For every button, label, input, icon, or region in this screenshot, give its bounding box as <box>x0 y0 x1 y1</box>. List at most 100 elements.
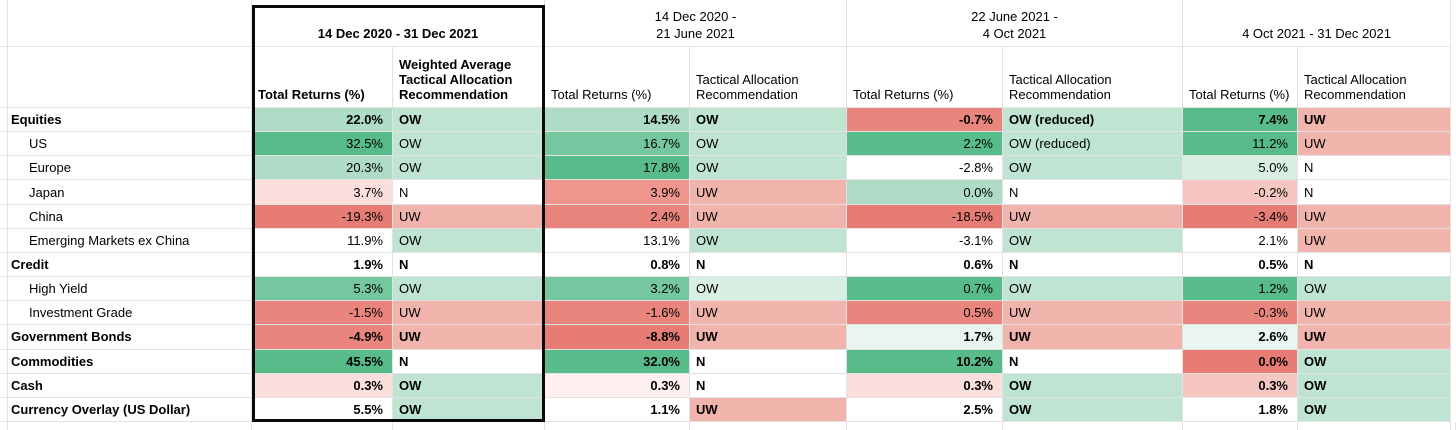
recommendation-column-header[interactable]: Tactical Allocation Recommendation <box>1003 47 1183 108</box>
cell-return[interactable]: 0.3% <box>545 373 690 398</box>
cell-return[interactable]: 16.7% <box>545 132 690 157</box>
cell-return[interactable]: 0.3% <box>847 373 1003 398</box>
period-header[interactable]: 22 June 2021 - 4 Oct 2021 <box>847 0 1183 47</box>
row-label[interactable]: Credit <box>8 252 252 278</box>
row-label[interactable]: Currency Overlay (US Dollar) <box>8 397 252 423</box>
cell-recommendation[interactable]: UW <box>393 325 545 350</box>
cell-recommendation[interactable]: OW (reduced) <box>1003 108 1183 133</box>
cell-return[interactable]: -0.3% <box>1183 301 1298 326</box>
row-label[interactable]: Government Bonds <box>8 325 252 350</box>
cell-recommendation[interactable]: UW <box>393 301 545 326</box>
cell-recommendation[interactable]: UW <box>690 301 847 326</box>
row-label[interactable]: Emerging Markets ex China <box>8 228 252 253</box>
cell-recommendation[interactable]: OW <box>1298 277 1451 302</box>
cell-recommendation[interactable]: UW <box>690 325 847 350</box>
returns-column-header[interactable]: Total Returns (%) <box>545 47 690 108</box>
corner-header-cell[interactable] <box>8 0 252 47</box>
returns-column-header[interactable]: Total Returns (%) <box>252 47 393 108</box>
period-header[interactable]: 14 Dec 2020 - 21 June 2021 <box>545 0 847 47</box>
cell-recommendation[interactable]: UW <box>690 397 847 423</box>
cell-recommendation[interactable]: N <box>1003 349 1183 374</box>
cell-recommendation[interactable]: N <box>393 180 545 205</box>
cell-return[interactable]: -0.2% <box>1183 180 1298 205</box>
cell-return[interactable]: 3.7% <box>252 180 393 205</box>
recommendation-column-header[interactable]: Weighted Average Tactical Allocation Rec… <box>393 47 545 108</box>
cell-return[interactable]: -3.4% <box>1183 204 1298 229</box>
cell-return[interactable]: 7.4% <box>1183 108 1298 133</box>
row-label[interactable]: Europe <box>8 156 252 181</box>
cell-recommendation[interactable]: OW <box>1003 156 1183 181</box>
period-header[interactable]: 4 Oct 2021 - 31 Dec 2021 <box>1183 0 1451 47</box>
cell-return[interactable]: -0.7% <box>847 108 1003 133</box>
cell-return[interactable]: 45.5% <box>252 349 393 374</box>
cell-return[interactable]: 14.5% <box>545 108 690 133</box>
row-label[interactable]: Investment Grade <box>8 301 252 326</box>
cell-recommendation[interactable]: UW <box>1298 325 1451 350</box>
cell-return[interactable]: 11.9% <box>252 228 393 253</box>
cell-recommendation[interactable]: OW <box>1003 397 1183 423</box>
cell-return[interactable]: 0.8% <box>545 252 690 278</box>
row-label[interactable]: Commodities <box>8 349 252 374</box>
cell-return[interactable]: 11.2% <box>1183 132 1298 157</box>
cell-recommendation[interactable]: N <box>1298 180 1451 205</box>
cell-return[interactable]: 20.3% <box>252 156 393 181</box>
cell-recommendation[interactable]: OW <box>393 373 545 398</box>
cell-recommendation[interactable]: OW <box>690 228 847 253</box>
cell-recommendation[interactable]: N <box>690 252 847 278</box>
returns-column-header[interactable]: Total Returns (%) <box>847 47 1003 108</box>
cell-recommendation[interactable]: N <box>1003 180 1183 205</box>
cell-recommendation[interactable]: N <box>1298 252 1451 278</box>
cell-return[interactable]: 32.0% <box>545 349 690 374</box>
cell-return[interactable]: 0.0% <box>1183 349 1298 374</box>
cell-recommendation[interactable]: N <box>690 373 847 398</box>
cell-recommendation[interactable]: OW <box>1003 373 1183 398</box>
cell-return[interactable]: 32.5% <box>252 132 393 157</box>
cell-recommendation[interactable]: OW <box>1003 228 1183 253</box>
cell-return[interactable]: 3.9% <box>545 180 690 205</box>
cell-return[interactable]: 22.0% <box>252 108 393 133</box>
cell-return[interactable]: -1.6% <box>545 301 690 326</box>
cell-return[interactable]: 0.7% <box>847 277 1003 302</box>
cell-recommendation[interactable]: UW <box>1298 132 1451 157</box>
cell-return[interactable]: 0.5% <box>1183 252 1298 278</box>
cell-recommendation[interactable]: UW <box>1298 301 1451 326</box>
cell-recommendation[interactable]: UW <box>1298 108 1451 133</box>
recommendation-column-header[interactable]: Tactical Allocation Recommendation <box>690 47 847 108</box>
cell-recommendation[interactable]: OW <box>1003 277 1183 302</box>
cell-return[interactable]: 2.6% <box>1183 325 1298 350</box>
cell-recommendation[interactable]: UW <box>1003 301 1183 326</box>
cell-return[interactable]: 5.3% <box>252 277 393 302</box>
cell-return[interactable]: 0.3% <box>252 373 393 398</box>
cell-return[interactable]: -4.9% <box>252 325 393 350</box>
cell-recommendation[interactable]: UW <box>1298 204 1451 229</box>
cell-recommendation[interactable]: OW <box>690 156 847 181</box>
cell-recommendation[interactable]: OW <box>690 132 847 157</box>
cell-recommendation[interactable]: UW <box>690 204 847 229</box>
cell-recommendation[interactable]: OW <box>690 277 847 302</box>
cell-return[interactable]: 1.1% <box>545 397 690 423</box>
cell-return[interactable]: 0.0% <box>847 180 1003 205</box>
cell-recommendation[interactable]: OW <box>1298 373 1451 398</box>
cell-recommendation[interactable]: OW <box>1298 397 1451 423</box>
cell-return[interactable]: 2.4% <box>545 204 690 229</box>
cell-recommendation[interactable]: N <box>1298 156 1451 181</box>
row-label[interactable]: Equities <box>8 108 252 133</box>
cell-return[interactable]: 5.5% <box>252 397 393 423</box>
cell-recommendation[interactable]: OW <box>1298 349 1451 374</box>
cell-return[interactable]: 3.2% <box>545 277 690 302</box>
returns-column-header[interactable]: Total Returns (%) <box>1183 47 1298 108</box>
cell-recommendation[interactable]: UW <box>690 180 847 205</box>
recommendation-column-header[interactable]: Tactical Allocation Recommendation <box>1298 47 1451 108</box>
cell-recommendation[interactable]: N <box>393 252 545 278</box>
cell-return[interactable]: -2.8% <box>847 156 1003 181</box>
cell-recommendation[interactable]: OW <box>393 228 545 253</box>
row-label[interactable]: Cash <box>8 373 252 398</box>
row-label[interactable]: US <box>8 132 252 157</box>
cell-return[interactable]: -3.1% <box>847 228 1003 253</box>
cell-return[interactable]: 1.2% <box>1183 277 1298 302</box>
cell-recommendation[interactable]: OW (reduced) <box>1003 132 1183 157</box>
cell-recommendation[interactable]: N <box>393 349 545 374</box>
cell-recommendation[interactable]: UW <box>1003 204 1183 229</box>
cell-recommendation[interactable]: OW <box>393 108 545 133</box>
cell-return[interactable]: -8.8% <box>545 325 690 350</box>
